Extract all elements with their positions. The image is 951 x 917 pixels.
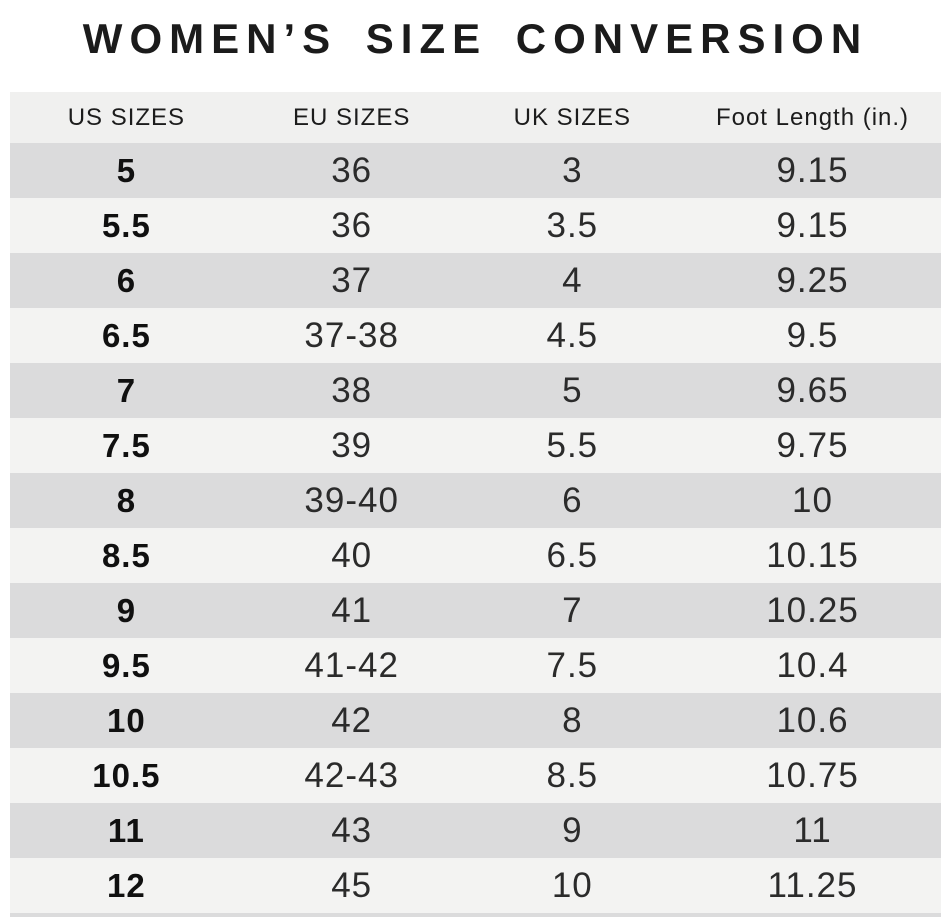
cell-uk-size: 9	[562, 810, 583, 850]
cell-us-size: 7	[116, 371, 137, 409]
cell-foot-length: 11	[793, 810, 832, 850]
partial-next-row	[10, 913, 941, 917]
cell-foot-length: 10.4	[776, 645, 849, 685]
cell-eu-size: 37	[331, 260, 373, 300]
title-bar: WOMEN’S SIZE CONVERSION	[0, 0, 951, 92]
table-row: 5.5 36 3.5 9.15	[10, 198, 941, 253]
cell-foot-length: 9.15	[776, 150, 849, 190]
cell-foot-length: 9.65	[776, 370, 849, 410]
cell-eu-size: 40	[331, 535, 373, 575]
cell-us-size: 6.5	[101, 316, 151, 354]
cell-eu-size: 41-42	[304, 645, 399, 685]
cell-us-size: 8.5	[101, 536, 151, 574]
cell-uk-size: 6.5	[546, 535, 599, 575]
cell-us-size: 11	[107, 811, 145, 849]
cell-uk-size: 3.5	[546, 205, 599, 245]
table-row: 5 36 3 9.15	[10, 143, 941, 198]
cell-foot-length: 10.6	[776, 700, 849, 740]
table-row: 7 38 5 9.65	[10, 363, 941, 418]
table-row: 6.5 37-38 4.5 9.5	[10, 308, 941, 363]
cell-eu-size: 37-38	[304, 315, 399, 355]
cell-eu-size: 39	[331, 425, 373, 465]
cell-foot-length: 10.15	[766, 535, 859, 575]
cell-eu-size: 43	[331, 810, 373, 850]
cell-foot-length: 9.15	[776, 205, 849, 245]
cell-eu-size: 39-40	[304, 480, 399, 520]
cell-us-size: 7.5	[101, 426, 151, 464]
cell-uk-size: 8	[562, 700, 583, 740]
cell-us-size: 10.5	[92, 756, 161, 794]
cell-us-size: 5.5	[101, 206, 151, 244]
cell-uk-size: 5	[562, 370, 583, 410]
table-header-row: US SIZES EU SIZES UK SIZES Foot Length (…	[10, 92, 941, 143]
cell-eu-size: 41	[331, 590, 373, 630]
cell-uk-size: 8.5	[546, 755, 599, 795]
table-row: 8.5 40 6.5 10.15	[10, 528, 941, 583]
cell-uk-size: 3	[562, 150, 583, 190]
table-row: 9 41 7 10.25	[10, 583, 941, 638]
table-row: 10 42 8 10.6	[10, 693, 941, 748]
cell-uk-size: 7.5	[546, 645, 599, 685]
cell-eu-size: 42-43	[304, 755, 399, 795]
cell-us-size: 9	[116, 591, 137, 629]
cell-us-size: 8	[116, 481, 137, 519]
cell-foot-length: 11.25	[767, 865, 858, 905]
cell-eu-size: 38	[331, 370, 373, 410]
cell-foot-length: 9.25	[776, 260, 849, 300]
cell-us-size: 12	[107, 866, 146, 904]
table-row: 12 45 10 11.25	[10, 858, 941, 913]
cell-us-size: 6	[116, 261, 137, 299]
cell-eu-size: 45	[331, 865, 373, 905]
table-row: 8 39-40 6 10	[10, 473, 941, 528]
cell-foot-length: 10.75	[766, 755, 859, 795]
cell-foot-length: 10	[792, 480, 833, 520]
column-header-uk-sizes: UK SIZES	[513, 103, 631, 131]
table-row: 6 37 4 9.25	[10, 253, 941, 308]
cell-foot-length: 9.75	[776, 425, 849, 465]
cell-foot-length: 9.5	[786, 315, 839, 355]
table-row: 10.5 42-43 8.5 10.75	[10, 748, 941, 803]
cell-uk-size: 7	[562, 590, 583, 630]
size-conversion-table: US SIZES EU SIZES UK SIZES Foot Length (…	[10, 92, 941, 917]
column-header-eu-sizes: EU SIZES	[292, 103, 411, 131]
cell-us-size: 9.5	[101, 646, 151, 684]
table-row: 11 43 9 11	[10, 803, 941, 858]
column-header-foot-length: Foot Length (in.)	[715, 103, 910, 131]
cell-foot-length: 10.25	[766, 590, 859, 630]
page-title: WOMEN’S SIZE CONVERSION	[82, 15, 869, 62]
cell-uk-size: 4	[562, 260, 583, 300]
cell-us-size: 10	[107, 701, 146, 739]
cell-uk-size: 6	[562, 480, 583, 520]
cell-eu-size: 42	[331, 700, 373, 740]
table-row: 9.5 41-42 7.5 10.4	[10, 638, 941, 693]
cell-eu-size: 36	[331, 150, 373, 190]
cell-uk-size: 10	[551, 865, 593, 905]
cell-us-size: 5	[116, 151, 137, 189]
cell-eu-size: 36	[331, 205, 373, 245]
column-header-us-sizes: US SIZES	[67, 103, 186, 131]
cell-uk-size: 5.5	[546, 425, 599, 465]
cell-uk-size: 4.5	[546, 315, 599, 355]
table-row: 7.5 39 5.5 9.75	[10, 418, 941, 473]
